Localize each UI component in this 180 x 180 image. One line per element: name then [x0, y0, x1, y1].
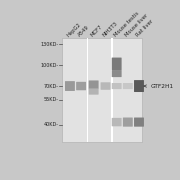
Text: Rat liver: Rat liver: [135, 18, 155, 38]
Text: 55KD-: 55KD-: [44, 97, 59, 102]
FancyBboxPatch shape: [112, 118, 122, 126]
FancyBboxPatch shape: [89, 89, 99, 95]
Text: Mouse liver: Mouse liver: [124, 13, 149, 38]
FancyBboxPatch shape: [112, 58, 122, 70]
FancyBboxPatch shape: [76, 82, 86, 90]
FancyBboxPatch shape: [123, 118, 133, 127]
Bar: [62, 38, 143, 142]
Text: GTF2H1: GTF2H1: [144, 84, 173, 89]
FancyBboxPatch shape: [101, 82, 111, 90]
Text: Mouse testis: Mouse testis: [113, 11, 140, 38]
Text: 130KD-: 130KD-: [41, 42, 59, 47]
Text: 40KD-: 40KD-: [44, 122, 59, 127]
Text: HepG2: HepG2: [66, 21, 83, 38]
Bar: [87, 38, 88, 142]
FancyBboxPatch shape: [112, 83, 122, 89]
Text: MCF7: MCF7: [90, 24, 104, 38]
Text: A549: A549: [78, 24, 91, 38]
FancyBboxPatch shape: [123, 83, 133, 89]
Bar: [111, 38, 113, 142]
Text: NIH3T3: NIH3T3: [102, 21, 119, 38]
Text: 100KD-: 100KD-: [41, 63, 59, 68]
FancyBboxPatch shape: [89, 80, 99, 89]
Text: 70KD-: 70KD-: [44, 84, 59, 89]
FancyBboxPatch shape: [134, 118, 144, 127]
FancyBboxPatch shape: [65, 81, 75, 91]
FancyBboxPatch shape: [134, 80, 144, 92]
FancyBboxPatch shape: [112, 70, 122, 77]
